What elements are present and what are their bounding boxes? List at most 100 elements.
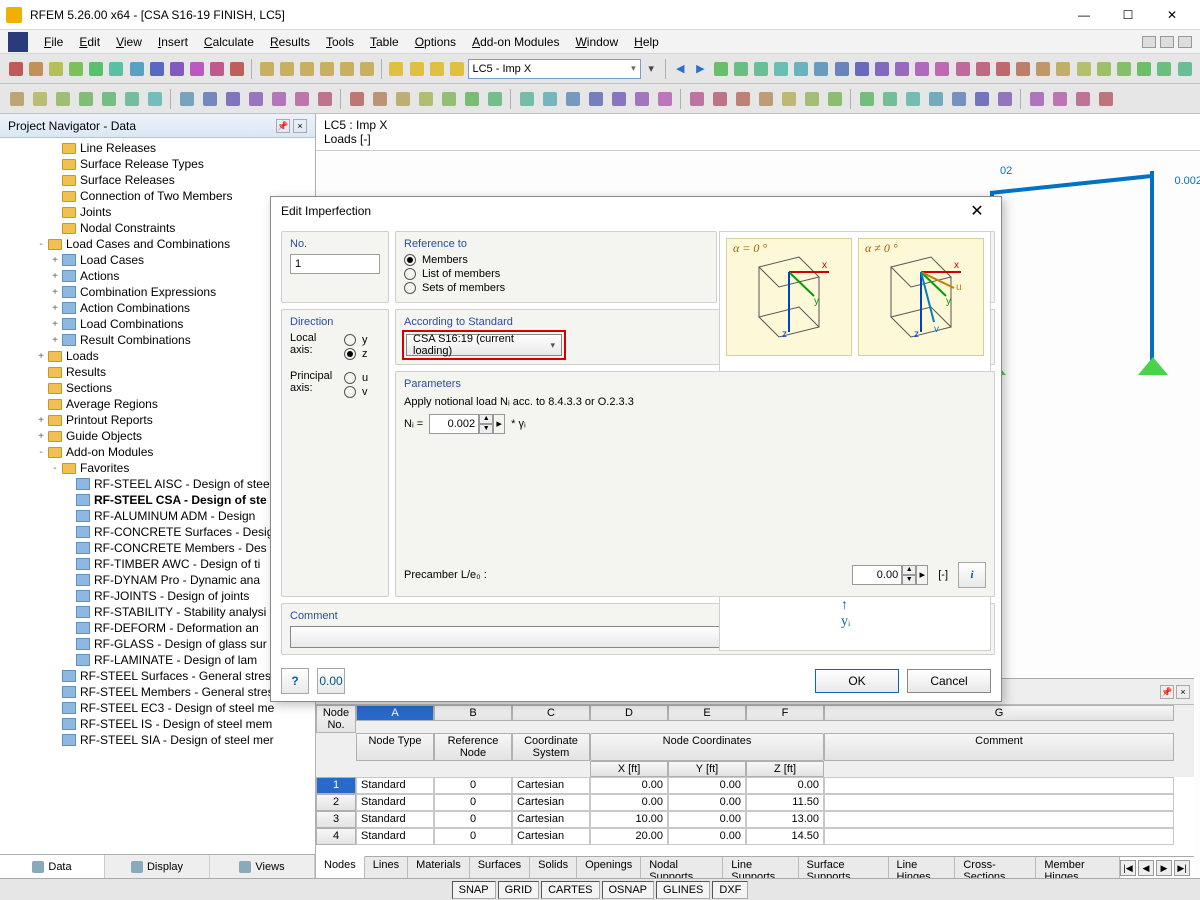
radio-sets-members[interactable] bbox=[404, 282, 416, 294]
radio-list-members[interactable] bbox=[404, 268, 416, 280]
toolbar-button[interactable] bbox=[188, 58, 207, 80]
info-button[interactable]: i bbox=[958, 562, 986, 588]
ok-button[interactable]: OK bbox=[815, 669, 899, 693]
menu-help[interactable]: Help bbox=[626, 33, 667, 51]
tree-item[interactable]: Sections bbox=[0, 380, 315, 396]
toolbar-button[interactable] bbox=[1049, 88, 1071, 110]
toolbar-button[interactable] bbox=[755, 88, 777, 110]
tree-item[interactable]: +Actions bbox=[0, 268, 315, 284]
table-tab-materials[interactable]: Materials bbox=[408, 857, 470, 878]
toolbar-button[interactable] bbox=[751, 58, 770, 80]
toolbar-button[interactable] bbox=[913, 58, 932, 80]
nav-tab-views[interactable]: Views bbox=[210, 855, 315, 878]
menu-results[interactable]: Results bbox=[262, 33, 318, 51]
navigator-tree[interactable]: Line ReleasesSurface Release TypesSurfac… bbox=[0, 138, 315, 854]
toolbar-button[interactable] bbox=[879, 88, 901, 110]
status-grid[interactable]: GRID bbox=[498, 881, 540, 899]
toolbar-button[interactable] bbox=[228, 58, 247, 80]
standard-combo[interactable]: CSA S16:19 (current loading) bbox=[406, 334, 562, 356]
toolbar-button[interactable] bbox=[438, 88, 460, 110]
toolbar-button[interactable] bbox=[562, 88, 584, 110]
toolbar-button[interactable] bbox=[222, 88, 244, 110]
toolbar-button[interactable] bbox=[1034, 58, 1053, 80]
radio-axis-u[interactable] bbox=[344, 372, 356, 384]
menu-calculate[interactable]: Calculate bbox=[196, 33, 262, 51]
tree-item[interactable]: +Action Combinations bbox=[0, 300, 315, 316]
tree-item[interactable]: -Favorites bbox=[0, 460, 315, 476]
status-dxf[interactable]: DXF bbox=[712, 881, 748, 899]
col-header[interactable]: Comment bbox=[824, 733, 1174, 761]
tree-item[interactable]: Nodal Constraints bbox=[0, 220, 315, 236]
tree-item[interactable]: RF-STEEL Surfaces - General stress bbox=[0, 668, 315, 684]
toolbar-button[interactable] bbox=[98, 88, 120, 110]
toolbar-button[interactable] bbox=[127, 58, 146, 80]
toolbar-button[interactable] bbox=[631, 88, 653, 110]
tree-item[interactable]: RF-JOINTS - Design of joints bbox=[0, 588, 315, 604]
pin-button[interactable]: 📌 bbox=[276, 119, 290, 133]
load-case-combo[interactable]: LC5 - Imp X bbox=[468, 59, 641, 79]
prev-button[interactable]: ◀ bbox=[671, 58, 690, 80]
toolbar-button[interactable] bbox=[484, 88, 506, 110]
toolbar-button[interactable] bbox=[654, 88, 676, 110]
tree-item[interactable]: +Guide Objects bbox=[0, 428, 315, 444]
tree-item[interactable]: +Loads bbox=[0, 348, 315, 364]
tree-item[interactable]: RF-GLASS - Design of glass sur bbox=[0, 636, 315, 652]
table-tab-line-hinges[interactable]: Line Hinges bbox=[889, 857, 956, 878]
toolbar-button[interactable] bbox=[167, 58, 186, 80]
toolbar-button[interactable] bbox=[447, 58, 466, 80]
tree-item[interactable]: RF-ALUMINUM ADM - Design bbox=[0, 508, 315, 524]
radio-members[interactable] bbox=[404, 254, 416, 266]
toolbar-button[interactable] bbox=[1054, 58, 1073, 80]
col-letter[interactable]: G bbox=[824, 705, 1174, 721]
table-tab-surface-supports[interactable]: Surface Supports bbox=[799, 857, 889, 878]
toolbar-button[interactable] bbox=[387, 58, 406, 80]
tree-item[interactable]: +Load Cases bbox=[0, 252, 315, 268]
toolbar-button[interactable] bbox=[291, 88, 313, 110]
close-button[interactable]: ✕ bbox=[1150, 0, 1194, 30]
toolbar-button[interactable] bbox=[369, 88, 391, 110]
toolbar-button[interactable] bbox=[415, 88, 437, 110]
tree-item[interactable]: RF-STEEL AISC - Design of steel bbox=[0, 476, 315, 492]
tree-item[interactable]: RF-DYNAM Pro - Dynamic ana bbox=[0, 572, 315, 588]
table-close[interactable]: × bbox=[1176, 685, 1190, 699]
menu-edit[interactable]: Edit bbox=[71, 33, 108, 51]
toolbar-button[interactable] bbox=[1114, 58, 1133, 80]
table-tab-openings[interactable]: Openings bbox=[577, 857, 641, 878]
radio-axis-v[interactable] bbox=[344, 386, 356, 398]
toolbar-button[interactable] bbox=[971, 88, 993, 110]
table-tab-member-hinges[interactable]: Member Hinges bbox=[1036, 857, 1120, 878]
toolbar-button[interactable] bbox=[953, 58, 972, 80]
precamber-spinner[interactable]: ▲▼▸ bbox=[852, 565, 928, 585]
tree-item[interactable]: +Result Combinations bbox=[0, 332, 315, 348]
toolbar-button[interactable] bbox=[314, 88, 336, 110]
tree-item[interactable]: Line Releases bbox=[0, 140, 315, 156]
toolbar-button[interactable] bbox=[792, 58, 811, 80]
toolbar-button[interactable] bbox=[46, 58, 65, 80]
tree-item[interactable]: Connection of Two Members bbox=[0, 188, 315, 204]
toolbar-button[interactable] bbox=[245, 88, 267, 110]
menu-insert[interactable]: Insert bbox=[150, 33, 196, 51]
toolbar-button[interactable] bbox=[832, 58, 851, 80]
tree-item[interactable]: RF-CONCRETE Surfaces - Desig bbox=[0, 524, 315, 540]
toolbar-button[interactable] bbox=[772, 58, 791, 80]
toolbar-button[interactable] bbox=[1155, 58, 1174, 80]
minimize-button[interactable]: — bbox=[1062, 0, 1106, 30]
toolbar-button[interactable] bbox=[994, 88, 1016, 110]
toolbar-button[interactable] bbox=[824, 88, 846, 110]
toolbar-button[interactable] bbox=[933, 58, 952, 80]
tab-scroll-prev[interactable]: ◀ bbox=[1138, 860, 1154, 876]
toolbar-button[interactable] bbox=[87, 58, 106, 80]
toolbar-button[interactable] bbox=[778, 88, 800, 110]
table-tab-solids[interactable]: Solids bbox=[530, 857, 577, 878]
toolbar-button[interactable] bbox=[608, 88, 630, 110]
toolbar-button[interactable] bbox=[585, 88, 607, 110]
toolbar-button[interactable] bbox=[711, 58, 730, 80]
col-header-node-no[interactable]: Node No. bbox=[316, 705, 356, 733]
tree-item[interactable]: RF-TIMBER AWC - Design of ti bbox=[0, 556, 315, 572]
menu-options[interactable]: Options bbox=[407, 33, 464, 51]
toolbar-button[interactable] bbox=[872, 58, 891, 80]
toolbar-button[interactable] bbox=[52, 88, 74, 110]
toolbar-button[interactable] bbox=[147, 58, 166, 80]
units-button[interactable]: 0.00 bbox=[317, 668, 345, 694]
toolbar-button[interactable] bbox=[948, 88, 970, 110]
